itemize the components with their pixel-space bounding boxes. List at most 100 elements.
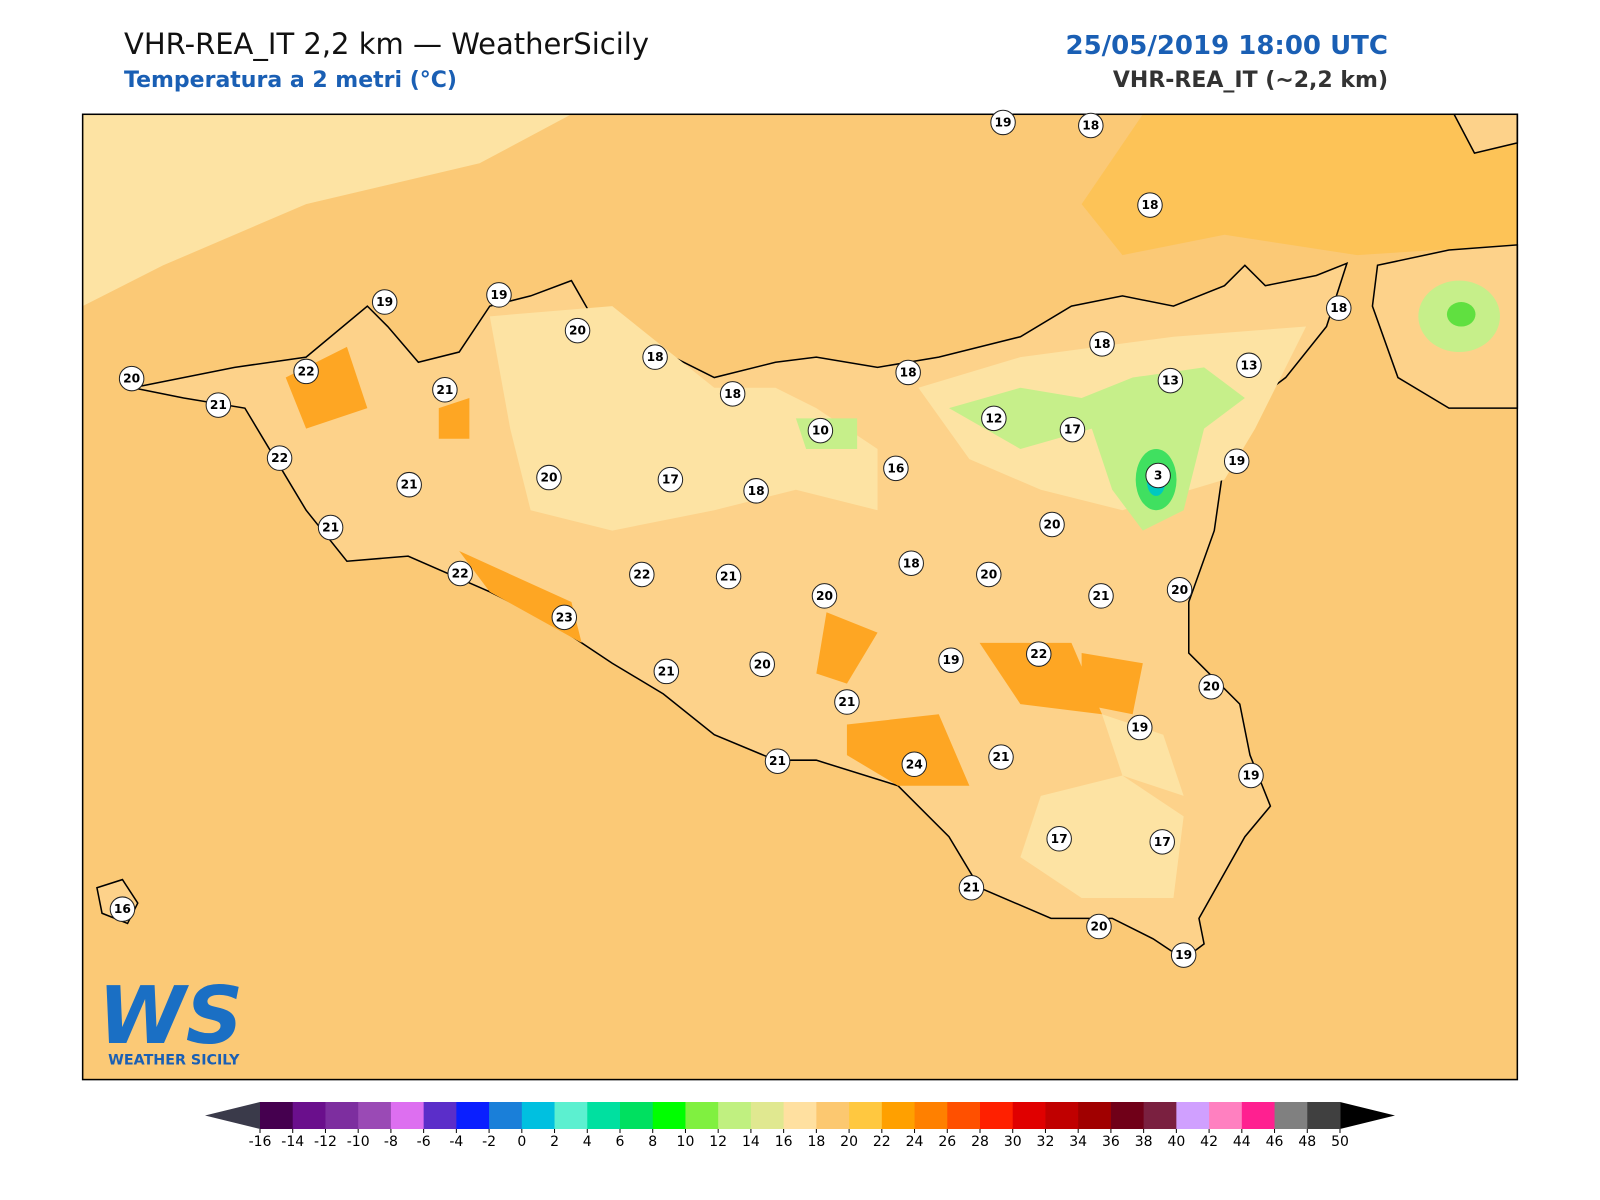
station: 18: [719, 381, 746, 407]
station: 18: [1326, 295, 1352, 321]
colorbar-bin: [914, 1102, 948, 1129]
station: 3: [1145, 462, 1171, 489]
station-marker: [1145, 462, 1171, 489]
station: 18: [1089, 331, 1115, 357]
station-marker: [834, 689, 860, 715]
station-marker: [1088, 583, 1114, 609]
station-value: 19: [995, 115, 1012, 129]
colorbar-bin: [358, 1102, 392, 1129]
station-marker: [109, 896, 136, 922]
title: VHR-REA_IT 2,2 km — WeatherSicily: [124, 27, 649, 61]
station: 21: [205, 392, 232, 418]
station-marker: [1046, 826, 1072, 852]
station-marker: [811, 583, 838, 609]
station-marker: [1198, 673, 1224, 700]
station-value: 18: [724, 387, 741, 401]
station-marker: [396, 471, 422, 498]
station-marker: [898, 550, 924, 577]
station: 18: [1137, 192, 1163, 218]
colorbar-bin: [292, 1102, 326, 1129]
station-value: 21: [1092, 589, 1109, 603]
colorbar-tick-label: 8: [648, 1134, 657, 1150]
station-marker: [1127, 714, 1153, 741]
station-marker: [551, 604, 578, 631]
colorbar-bin: [881, 1102, 916, 1129]
station: 17: [1046, 826, 1072, 852]
colorbar: -16 -14 -12 -10 -8 -6 -4 -2 0 2 4 6 8 10 12 14 16 18 20 22 2…: [205, 1102, 1395, 1150]
colorbar-over: [1340, 1102, 1395, 1129]
station-marker: [1236, 352, 1262, 379]
colorbar-tick-label: 12: [709, 1134, 727, 1150]
station-marker: [883, 455, 909, 482]
station: 21: [764, 748, 791, 774]
station-value: 17: [1051, 832, 1068, 846]
colorbar-tick-label: 4: [583, 1134, 592, 1150]
station-marker: [432, 377, 458, 403]
station: 21: [1088, 583, 1114, 609]
colorbar-tick-label: 20: [840, 1134, 858, 1150]
station: 19: [1170, 942, 1197, 968]
station: 21: [396, 471, 422, 498]
station: 22: [447, 560, 473, 587]
station-value: 22: [271, 451, 288, 465]
station: 22: [293, 358, 319, 385]
station-value: 20: [569, 324, 586, 338]
station: 18: [895, 359, 921, 386]
station-marker: [1157, 367, 1184, 394]
station: 22: [266, 445, 293, 471]
station-marker: [743, 478, 769, 504]
colorbar-tick-label: -14: [281, 1134, 304, 1150]
colorbar-tick-label: 6: [616, 1134, 625, 1150]
station-value: 16: [114, 902, 131, 916]
station-marker: [958, 874, 985, 901]
station-marker: [205, 392, 232, 418]
station-value: 10: [812, 424, 829, 438]
station: 20: [1166, 577, 1193, 603]
colorbar-bin: [1045, 1102, 1079, 1129]
station-value: 20: [1203, 680, 1220, 694]
station-value: 3: [1154, 469, 1163, 483]
station: 21: [988, 744, 1014, 770]
station-marker: [266, 445, 293, 471]
station-value: 20: [540, 471, 557, 485]
colorbar-bin: [489, 1102, 523, 1129]
colorbar-bin: [1078, 1102, 1112, 1129]
colorbar-tick-label: 26: [938, 1134, 956, 1150]
colorbar-tick-label: -12: [314, 1134, 337, 1150]
station-marker: [118, 365, 145, 392]
station: 21: [958, 874, 985, 901]
station: 20: [811, 583, 838, 609]
colorbar-bin: [783, 1102, 817, 1129]
station-marker: [293, 358, 319, 385]
station-value: 21: [769, 754, 786, 768]
station-value: 17: [662, 473, 679, 487]
logo-mark: WS: [98, 969, 243, 1062]
station-value: 18: [1082, 119, 1099, 133]
station-marker: [976, 561, 1002, 588]
station-marker: [1086, 913, 1112, 940]
model: VHR-REA_IT (~2,2 km): [1113, 68, 1388, 93]
station: 22: [629, 561, 655, 588]
station-marker: [901, 751, 928, 778]
station: 22: [1026, 641, 1052, 667]
station: 20: [564, 317, 591, 344]
station-marker: [1223, 448, 1250, 474]
station-value: 22: [633, 567, 650, 581]
colorbar-bin: [423, 1102, 457, 1129]
station-marker: [981, 405, 1007, 432]
subtitle: Temperatura a 2 metri (°C): [124, 68, 457, 93]
station-value: 21: [322, 521, 339, 535]
station-value: 23: [556, 610, 573, 624]
station-marker: [988, 744, 1014, 770]
station: 20: [1198, 673, 1224, 700]
station: 20: [536, 464, 562, 491]
colorbar-bin: [1176, 1102, 1210, 1129]
colorbar-tick-label: 28: [971, 1134, 989, 1150]
colorbar-tick-label: 38: [1135, 1134, 1153, 1150]
station-value: 22: [1030, 647, 1047, 661]
colorbar-tick-label: -6: [417, 1134, 431, 1150]
colorbar-tick-label: 16: [775, 1134, 793, 1150]
station-value: 20: [1044, 517, 1061, 531]
colorbar-tick-label: 32: [1037, 1134, 1055, 1150]
